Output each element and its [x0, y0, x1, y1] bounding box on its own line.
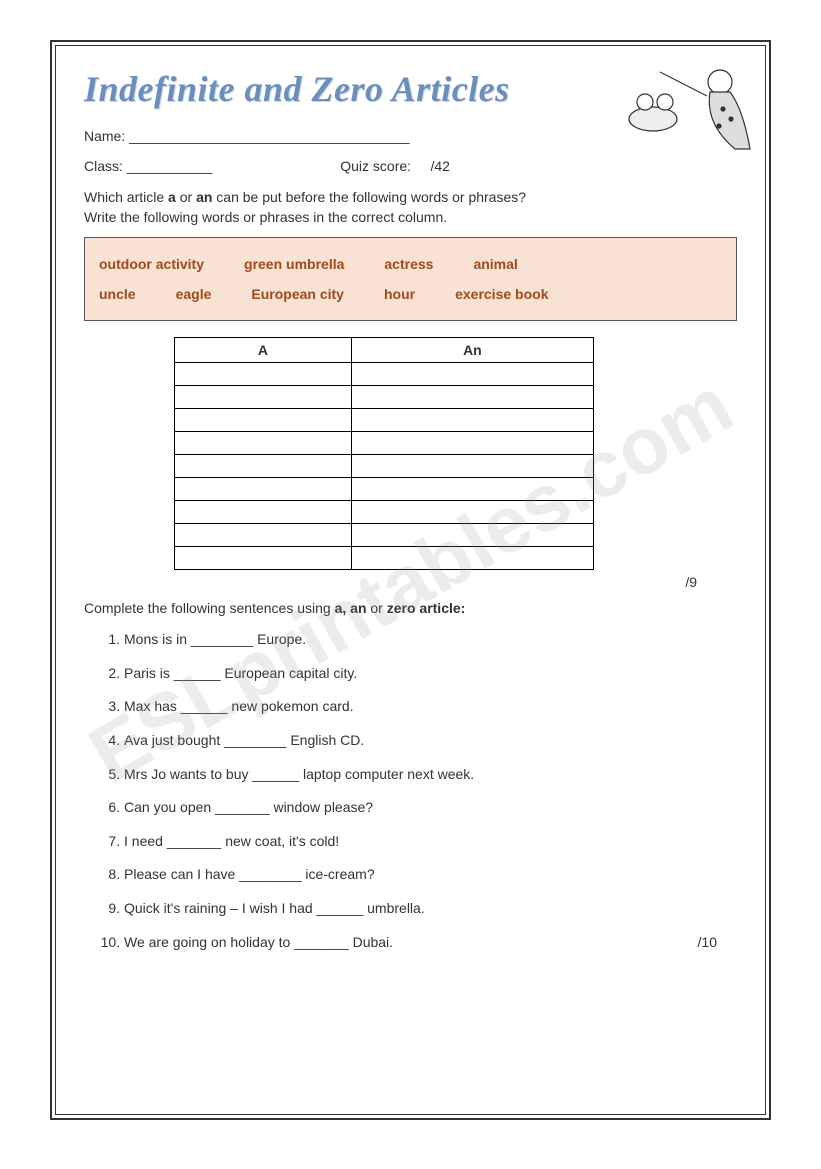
sentence-item: Mons is in ________ Europe.: [124, 630, 737, 650]
cell-an[interactable]: [351, 432, 593, 455]
cell-an[interactable]: [351, 409, 593, 432]
sort-table: A An: [174, 337, 594, 570]
col-header-a: A: [175, 338, 352, 363]
sentence-item: I need _______ new coat, it's cold!: [124, 832, 737, 852]
instruction-2: Complete the following sentences using a…: [84, 600, 737, 616]
sort-table-wrap: A An: [174, 337, 737, 570]
sentence-item: Ava just bought ________ English CD.: [124, 731, 737, 751]
word-item: eagle: [176, 286, 212, 302]
exercise2-score: /10: [698, 933, 717, 953]
worksheet-page: ESLprintables.com Indefinite and Zero Ar…: [0, 0, 821, 1169]
cell-an[interactable]: [351, 455, 593, 478]
sentence-item: Please can I have ________ ice-cream?: [124, 865, 737, 885]
class-label: Class:: [84, 158, 123, 174]
word-item: exercise book: [455, 286, 548, 302]
quiz-score-label: Quiz score:: [340, 158, 411, 174]
sentence-item: Paris is ______ European capital city.: [124, 664, 737, 684]
sentence-item: We are going on holiday to _______ Dubai…: [124, 933, 737, 953]
table-row: [175, 386, 594, 409]
sentence-item: Quick it's raining – I wish I had ______…: [124, 899, 737, 919]
sentence-list: Mons is in ________ Europe. Paris is ____…: [124, 630, 737, 952]
cell-a[interactable]: [175, 478, 352, 501]
word-item: European city: [251, 286, 344, 302]
word-item: uncle: [99, 286, 136, 302]
table-row: [175, 409, 594, 432]
teacher-illustration: [615, 54, 755, 154]
table-row: [175, 478, 594, 501]
instruction-1-line1: Which article a or an can be put before …: [84, 188, 737, 208]
table-row: [175, 501, 594, 524]
sentence-item: Can you open _______ window please?: [124, 798, 737, 818]
inner-border: ESLprintables.com Indefinite and Zero Ar…: [55, 45, 766, 1115]
cell-a[interactable]: [175, 547, 352, 570]
word-item: outdoor activity: [99, 256, 204, 272]
sentence-item: Max has ______ new pokemon card.: [124, 697, 737, 717]
cell-a[interactable]: [175, 455, 352, 478]
word-row-1: outdoor activity green umbrella actress ani…: [99, 256, 722, 272]
word-item: animal: [473, 256, 517, 272]
word-row-2: uncle eagle European city hour exercise book: [99, 286, 722, 302]
table-row: [175, 363, 594, 386]
table-row: [175, 547, 594, 570]
class-score-line: Class: ___________ Quiz score: /42: [84, 158, 737, 174]
cell-a[interactable]: [175, 524, 352, 547]
cell-an[interactable]: [351, 478, 593, 501]
col-header-an: An: [351, 338, 593, 363]
table-row: [175, 455, 594, 478]
name-label: Name:: [84, 128, 125, 144]
cell-a[interactable]: [175, 432, 352, 455]
sentence-item: Mrs Jo wants to buy ______ laptop comput…: [124, 765, 737, 785]
cell-a[interactable]: [175, 386, 352, 409]
cell-an[interactable]: [351, 547, 593, 570]
cell-an[interactable]: [351, 524, 593, 547]
quiz-total: /42: [415, 158, 450, 174]
word-box: outdoor activity green umbrella actress ani…: [84, 237, 737, 321]
cell-an[interactable]: [351, 501, 593, 524]
class-blank[interactable]: ___________: [127, 158, 213, 174]
cell-an[interactable]: [351, 363, 593, 386]
instruction-1-line2: Write the following words or phrases in …: [84, 208, 737, 228]
instruction-1: Which article a or an can be put before …: [84, 188, 737, 227]
outer-border: ESLprintables.com Indefinite and Zero Ar…: [50, 40, 771, 1120]
table-row: [175, 432, 594, 455]
word-item: green umbrella: [244, 256, 344, 272]
exercise1-score: /9: [84, 574, 697, 590]
name-blank[interactable]: ____________________________________: [129, 128, 409, 144]
table-row: [175, 524, 594, 547]
cell-a[interactable]: [175, 409, 352, 432]
cell-a[interactable]: [175, 501, 352, 524]
word-item: hour: [384, 286, 415, 302]
word-item: actress: [384, 256, 433, 272]
cell-an[interactable]: [351, 386, 593, 409]
cell-a[interactable]: [175, 363, 352, 386]
